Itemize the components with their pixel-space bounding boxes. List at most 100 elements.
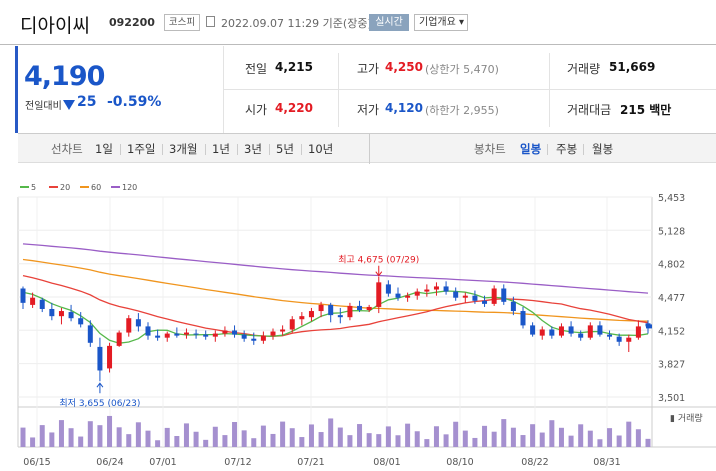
volume-bar bbox=[308, 424, 314, 447]
down-arrow-icon bbox=[63, 100, 75, 110]
tab-line-chart[interactable]: 선차트 bbox=[51, 142, 83, 156]
candle-body bbox=[308, 311, 314, 318]
candle-body bbox=[164, 333, 170, 338]
volume-bar bbox=[337, 427, 343, 447]
candle-body bbox=[443, 286, 449, 292]
volume-bar bbox=[135, 422, 141, 447]
candle-body bbox=[328, 304, 334, 316]
change-label: 전일대비 bbox=[25, 101, 62, 112]
tab-period-1y[interactable]: 1년 bbox=[212, 142, 230, 156]
divider bbox=[301, 144, 302, 155]
last-price-marker bbox=[646, 324, 652, 329]
volume-bar bbox=[68, 428, 74, 447]
y-tick-label: 3,827 bbox=[658, 360, 685, 371]
volume-bar bbox=[30, 437, 36, 447]
candle-body bbox=[20, 288, 26, 303]
candle-body bbox=[97, 346, 103, 371]
volume-bar bbox=[530, 424, 536, 447]
candle-body bbox=[232, 330, 238, 335]
volume-bar bbox=[183, 423, 189, 447]
amount-value: 215 백만 bbox=[620, 103, 672, 117]
candle-body bbox=[145, 326, 151, 336]
volume-bar bbox=[424, 439, 430, 447]
realtime-button[interactable]: 실시간 bbox=[369, 14, 409, 31]
low-label: 저가 bbox=[357, 103, 380, 117]
volume-bar bbox=[193, 431, 199, 447]
candle-body bbox=[405, 295, 411, 298]
volume-bar bbox=[270, 433, 276, 447]
volume-value: 51,669 bbox=[609, 60, 656, 74]
volume-bar bbox=[174, 436, 180, 447]
candle-body bbox=[116, 332, 122, 346]
divider bbox=[237, 144, 238, 155]
volume-bar bbox=[357, 424, 363, 447]
candle-body bbox=[539, 329, 545, 336]
tab-monthly[interactable]: 월봉 bbox=[592, 142, 614, 156]
price-marker bbox=[15, 46, 18, 133]
high-annotation: 최고 4,675 (07/29) bbox=[338, 255, 419, 266]
volume-bar bbox=[126, 434, 132, 447]
tab-period-1d[interactable]: 1일 bbox=[95, 142, 113, 156]
y-tick-label: 5,128 bbox=[658, 226, 685, 237]
lower-limit: (하한가 2,955) bbox=[425, 104, 499, 117]
volume-bar bbox=[539, 432, 545, 447]
high-label: 고가 bbox=[357, 62, 380, 76]
company-overview-select[interactable]: 기업개요 ▾ bbox=[414, 14, 468, 31]
tab-daily[interactable]: 일봉 bbox=[520, 142, 542, 156]
tab-period-3y[interactable]: 3년 bbox=[244, 142, 262, 156]
volume-bar bbox=[626, 421, 632, 447]
volume-bar bbox=[39, 425, 45, 447]
stock-code: 092200 bbox=[109, 16, 155, 29]
y-tick-label: 4,477 bbox=[658, 293, 685, 304]
divider bbox=[162, 144, 163, 155]
tab-period-3m[interactable]: 3개월 bbox=[169, 142, 198, 156]
candle-body bbox=[376, 282, 382, 307]
volume-bar bbox=[501, 419, 507, 447]
legend-ma20: 20 bbox=[60, 183, 71, 192]
volume-bar bbox=[328, 418, 334, 447]
volume-bar bbox=[558, 427, 564, 447]
tab-period-1w[interactable]: 1주일 bbox=[127, 142, 156, 156]
candle-body bbox=[241, 334, 247, 339]
ma120-line bbox=[22, 243, 649, 294]
tab-weekly[interactable]: 주봉 bbox=[556, 142, 578, 156]
x-tick-label: 08/01 bbox=[373, 457, 400, 468]
volume-bar bbox=[145, 430, 151, 447]
x-tick-label: 08/22 bbox=[521, 457, 548, 468]
candle-body bbox=[462, 295, 468, 298]
candle-body bbox=[501, 288, 507, 302]
candle-body bbox=[203, 334, 209, 337]
volume-bar bbox=[520, 435, 526, 447]
volume-bar bbox=[49, 432, 55, 447]
candle-body bbox=[58, 311, 64, 317]
x-tick-label: 06/15 bbox=[23, 457, 50, 468]
tab-period-5y[interactable]: 5년 bbox=[276, 142, 294, 156]
ma5-line bbox=[22, 290, 649, 344]
volume-bar bbox=[347, 435, 353, 447]
volume-bar bbox=[251, 438, 257, 447]
candle-body bbox=[299, 316, 305, 320]
document-icon[interactable] bbox=[206, 16, 215, 27]
candle-body bbox=[510, 301, 516, 312]
tab-period-10y[interactable]: 10년 bbox=[308, 142, 334, 156]
candle-body bbox=[482, 300, 488, 304]
legend-ma5: 5 bbox=[31, 183, 37, 192]
candle-body bbox=[578, 333, 584, 338]
volume-bar bbox=[376, 434, 382, 447]
y-tick-label: 5,453 bbox=[658, 193, 685, 204]
tab-candle-chart[interactable]: 봉차트 bbox=[474, 142, 506, 156]
volume-bar bbox=[212, 426, 218, 447]
legend-ma120: 120 bbox=[122, 183, 138, 192]
candle-body bbox=[347, 305, 353, 318]
candle-body bbox=[395, 293, 401, 298]
y-tick-label: 3,501 bbox=[658, 393, 685, 404]
candle-body bbox=[260, 335, 266, 341]
legend-swatch-ma20 bbox=[49, 186, 58, 188]
volume-bar bbox=[164, 427, 170, 447]
volume-label: 거래량 bbox=[567, 62, 601, 76]
candle-body bbox=[366, 306, 372, 311]
divider bbox=[549, 53, 550, 127]
candle-body bbox=[193, 333, 199, 335]
candle-body bbox=[385, 284, 391, 294]
candle-body bbox=[472, 295, 478, 301]
